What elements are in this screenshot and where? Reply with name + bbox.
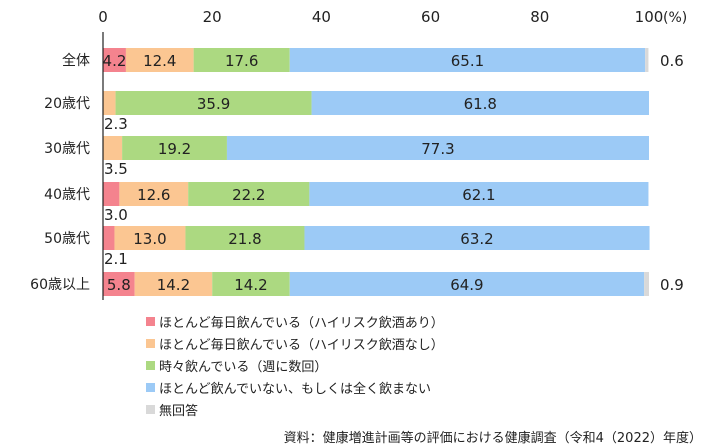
- x-tick-label: 20: [203, 8, 222, 26]
- data-label: 3.5: [104, 160, 128, 178]
- bar-segment: [309, 182, 649, 206]
- data-label: 5.8: [107, 276, 131, 294]
- data-label: 4.2: [103, 52, 127, 70]
- data-label: 19.2: [158, 140, 191, 158]
- legend-label: 時々飲んでいる（週に数回）: [159, 359, 328, 375]
- bar-segment: [644, 272, 649, 296]
- data-label: 61.8: [464, 95, 497, 113]
- data-label: 22.2: [232, 186, 265, 204]
- bar-segment: [185, 226, 305, 250]
- bar-segment: [115, 91, 312, 115]
- bar-segment: [212, 272, 290, 296]
- data-label: 21.8: [228, 230, 261, 248]
- legend-swatch: [146, 338, 155, 348]
- x-unit-label: (%): [663, 10, 687, 26]
- x-tick-label: 80: [530, 8, 549, 26]
- bar-segment: [103, 136, 123, 160]
- x-tick-label: 100: [635, 8, 664, 26]
- legend-item: ほとんど毎日飲んでいる（ハイリスク飲酒なし）: [146, 332, 444, 354]
- legend: ほとんど毎日飲んでいる（ハイリスク飲酒あり） ほとんど毎日飲んでいる（ハイリスク飲…: [146, 310, 444, 420]
- data-label: 63.2: [460, 230, 493, 248]
- bar-segment: [114, 226, 186, 250]
- category-label: 全体: [62, 52, 90, 69]
- bar-segment: [645, 48, 649, 72]
- bar-segment: [103, 226, 115, 250]
- legend-item: ほとんど飲んでいない、もしくは全く飲まない: [146, 376, 444, 398]
- bar-segment: [226, 136, 649, 160]
- data-label: 0.6: [660, 52, 684, 70]
- legend-item: ほとんど毎日飲んでいる（ハイリスク飲酒あり）: [146, 310, 444, 332]
- legend-label: ほとんど毎日飲んでいる（ハイリスク飲酒なし）: [159, 337, 444, 353]
- legend-swatch: [146, 316, 155, 326]
- bar-segment: [134, 272, 213, 296]
- bar-chart: 0 20 40 60 80 100 (%) 全体 4.2 12.4 17.6 65.1 0.6 20歳代 2…: [30, 8, 687, 300]
- bar-segment: [193, 48, 290, 72]
- data-label: 13.0: [133, 230, 166, 248]
- legend-label: ほとんど飲んでいない、もしくは全く飲まない: [159, 381, 431, 397]
- data-label: 14.2: [234, 276, 267, 294]
- data-label: 2.1: [104, 250, 128, 268]
- data-label: 35.9: [197, 95, 230, 113]
- bar-segment: [289, 272, 645, 296]
- category-label: 20歳代: [44, 96, 90, 112]
- legend-label: 無回答: [159, 403, 199, 419]
- data-label: 65.1: [451, 52, 484, 70]
- bar-segment: [122, 136, 227, 160]
- x-tick-label: 60: [421, 8, 440, 26]
- x-tick-label: 0: [98, 8, 108, 26]
- bar-segment: [103, 272, 135, 296]
- legend-swatch: [146, 382, 155, 392]
- bar-segment: [188, 182, 310, 206]
- legend-swatch: [146, 360, 155, 370]
- data-label: 62.1: [462, 186, 495, 204]
- bar-segment: [289, 48, 646, 72]
- x-tick-label: 40: [312, 8, 331, 26]
- data-label: 12.6: [137, 186, 170, 204]
- data-label: 17.6: [225, 52, 258, 70]
- data-label: 3.0: [104, 206, 128, 224]
- source-note: 資料：健康増進計画等の評価における健康調査（令和4（2022）年度）: [283, 431, 702, 446]
- data-label: 12.4: [143, 52, 176, 70]
- data-label: 77.3: [421, 140, 454, 158]
- data-label: 14.2: [157, 276, 190, 294]
- category-label: 50歳代: [44, 231, 90, 247]
- category-label: 40歳代: [44, 187, 90, 203]
- bar-segment: [311, 91, 649, 115]
- data-label: 64.9: [450, 276, 483, 294]
- legend-swatch: [146, 404, 155, 414]
- bar-segment: [103, 48, 126, 72]
- legend-label: ほとんど毎日飲んでいる（ハイリスク飲酒あり）: [159, 315, 444, 331]
- legend-item: 時々飲んでいる（週に数回）: [146, 354, 444, 376]
- bar-segment: [103, 91, 116, 115]
- bar-segment: [119, 182, 189, 206]
- legend-item: 無回答: [146, 398, 444, 420]
- bar-segment: [103, 182, 120, 206]
- bar-segment: [304, 226, 650, 250]
- data-label: 0.9: [660, 276, 684, 294]
- category-label: 30歳代: [44, 141, 90, 157]
- data-label: 2.3: [104, 115, 128, 133]
- category-label: 60歳以上: [30, 277, 90, 293]
- bar-segment: [125, 48, 194, 72]
